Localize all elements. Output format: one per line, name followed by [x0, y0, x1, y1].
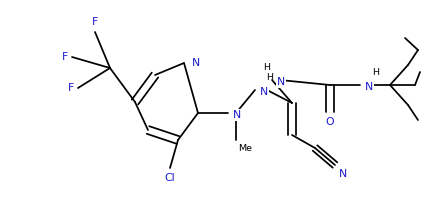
Text: N: N — [339, 169, 347, 179]
Text: F: F — [92, 17, 98, 27]
Text: N: N — [192, 58, 200, 68]
Text: Cl: Cl — [164, 173, 175, 183]
Text: N: N — [277, 77, 285, 87]
Text: H: H — [263, 63, 270, 72]
Text: F: F — [68, 83, 74, 93]
Text: N: N — [260, 87, 268, 97]
Text: H: H — [372, 68, 380, 77]
Text: O: O — [326, 117, 334, 127]
Text: F: F — [62, 52, 68, 62]
Text: N: N — [233, 110, 241, 120]
Text: Me: Me — [238, 144, 252, 153]
Text: H: H — [266, 73, 274, 82]
Text: N: N — [365, 82, 373, 92]
